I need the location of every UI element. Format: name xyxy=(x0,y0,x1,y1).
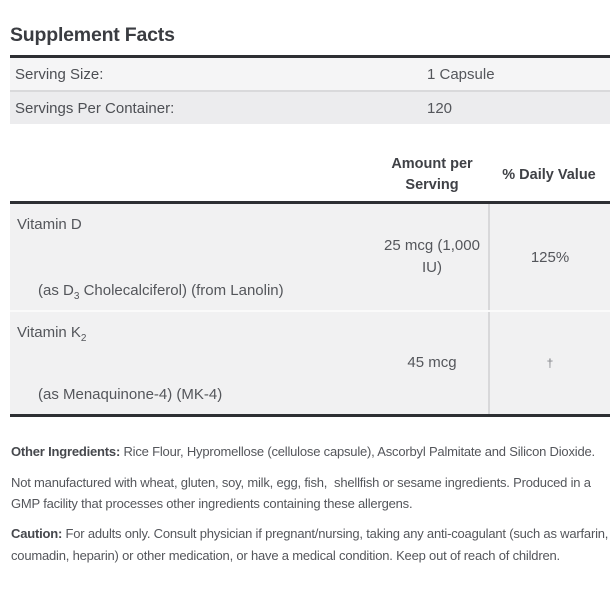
vitamin-k2-name-subscript: 2 xyxy=(80,333,87,345)
vitamin-k2-row: Vitamin K2 (as Menaquinone-4) (MK-4) 45 … xyxy=(10,310,610,415)
vitamin-k2-name-cell: Vitamin K2 (as Menaquinone-4) (MK-4) xyxy=(10,312,376,414)
nutrient-table: Vitamin D (as D3 Cholecalciferol) (from … xyxy=(10,201,610,418)
vitamin-d-name-cell: Vitamin D (as D3 Cholecalciferol) (from … xyxy=(10,204,376,310)
caution-label: Caution: xyxy=(11,526,63,542)
vitamin-k2-form: (as Menaquinone-4) (MK-4) xyxy=(38,386,223,404)
supplement-facts-panel: Supplement Facts Serving Size: 1 Capsule… xyxy=(10,24,610,566)
vitamin-d-name: Vitamin D xyxy=(17,216,82,234)
other-ingredients-text: Rice Flour, Hypromellose (cellulose caps… xyxy=(120,444,595,460)
vitamin-d-row: Vitamin D (as D3 Cholecalciferol) (from … xyxy=(10,204,610,311)
allergen-note: Not manufactured with wheat, gluten, soy… xyxy=(11,474,595,511)
vitamin-k2-name: Vitamin K2 xyxy=(17,324,87,345)
servings-per-container-label: Servings Per Container: xyxy=(15,99,175,117)
panel-title: Supplement Facts xyxy=(10,24,175,46)
daily-value-header: % Daily Value xyxy=(502,166,596,183)
caution-note: Caution: For adults only. Consult physic… xyxy=(11,523,610,566)
caution-text: For adults only. Consult physician if pr… xyxy=(11,526,612,563)
serving-info-table: Serving Size: 1 Capsule Servings Per Con… xyxy=(10,55,610,125)
vitamin-d-form: (as D3 Cholecalciferol) (from Lanolin) xyxy=(38,282,284,303)
vitamin-d-daily-value: 125% xyxy=(488,204,610,311)
vitamin-k2-amount: 45 mcg xyxy=(407,353,457,371)
vitamin-k2-daily-value: † xyxy=(488,312,610,415)
servings-per-container-row: Servings Per Container: 120 xyxy=(10,90,610,125)
vitamin-d-form-subscript: 3 xyxy=(73,291,80,303)
other-ingredients-label: Other Ingredients: xyxy=(11,444,121,460)
servings-per-container-value: 120 xyxy=(427,99,453,117)
other-ingredients-note: Other Ingredients: Rice Flour, Hypromell… xyxy=(11,441,610,462)
serving-size-label: Serving Size: xyxy=(15,65,104,83)
serving-size-row: Serving Size: 1 Capsule xyxy=(10,58,610,91)
amount-per-serving-header: Amount per Serving xyxy=(391,156,473,193)
vitamin-d-amount: 25 mcg (1,000 IU) xyxy=(384,236,480,277)
nutrient-table-header: Amount per Serving % Daily Value xyxy=(10,124,610,201)
serving-size-value: 1 Capsule xyxy=(427,65,495,83)
footnotes-section: Other Ingredients: Rice Flour, Hypromell… xyxy=(10,417,610,566)
